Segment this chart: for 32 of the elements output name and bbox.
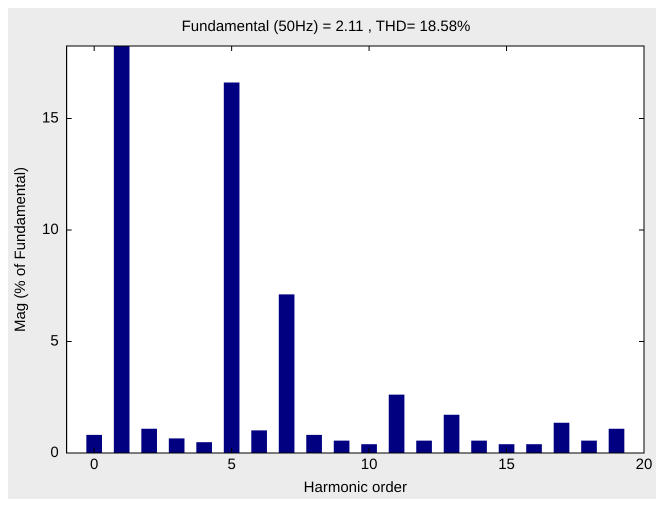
bar: [334, 440, 350, 453]
y-tick-label: 15: [42, 110, 59, 127]
bar: [526, 444, 542, 453]
bar: [471, 440, 487, 453]
y-tick-label: 5: [50, 332, 59, 350]
bar: [141, 428, 157, 453]
bar: [114, 46, 130, 453]
bar: [388, 394, 404, 453]
bar: [168, 438, 184, 453]
bar: [306, 434, 322, 453]
x-axis-title: Harmonic order: [304, 479, 408, 496]
x-tick-label: 5: [227, 456, 236, 474]
x-tick-label: 0: [90, 456, 98, 474]
chart-title: Fundamental (50Hz) = 2.11 , THD= 18.58%: [182, 18, 470, 36]
x-tick-label: 15: [498, 456, 515, 474]
y-tick-label: 0: [50, 444, 59, 462]
bar: [498, 444, 514, 453]
bar: [416, 440, 432, 453]
y-axis-title: Mag (% of Fundamental): [12, 166, 30, 332]
bar: [581, 440, 597, 453]
bar: [251, 430, 267, 453]
y-tick-label: 10: [42, 221, 59, 238]
bar: [554, 422, 570, 453]
bar: [278, 294, 294, 453]
bar: [224, 82, 240, 453]
x-tick-label: 10: [360, 456, 378, 474]
bar: [86, 434, 102, 453]
bar: [608, 428, 624, 453]
x-tick-label: 20: [636, 456, 652, 474]
bar: [196, 442, 212, 453]
bar: [444, 414, 460, 453]
bar: [361, 444, 377, 453]
